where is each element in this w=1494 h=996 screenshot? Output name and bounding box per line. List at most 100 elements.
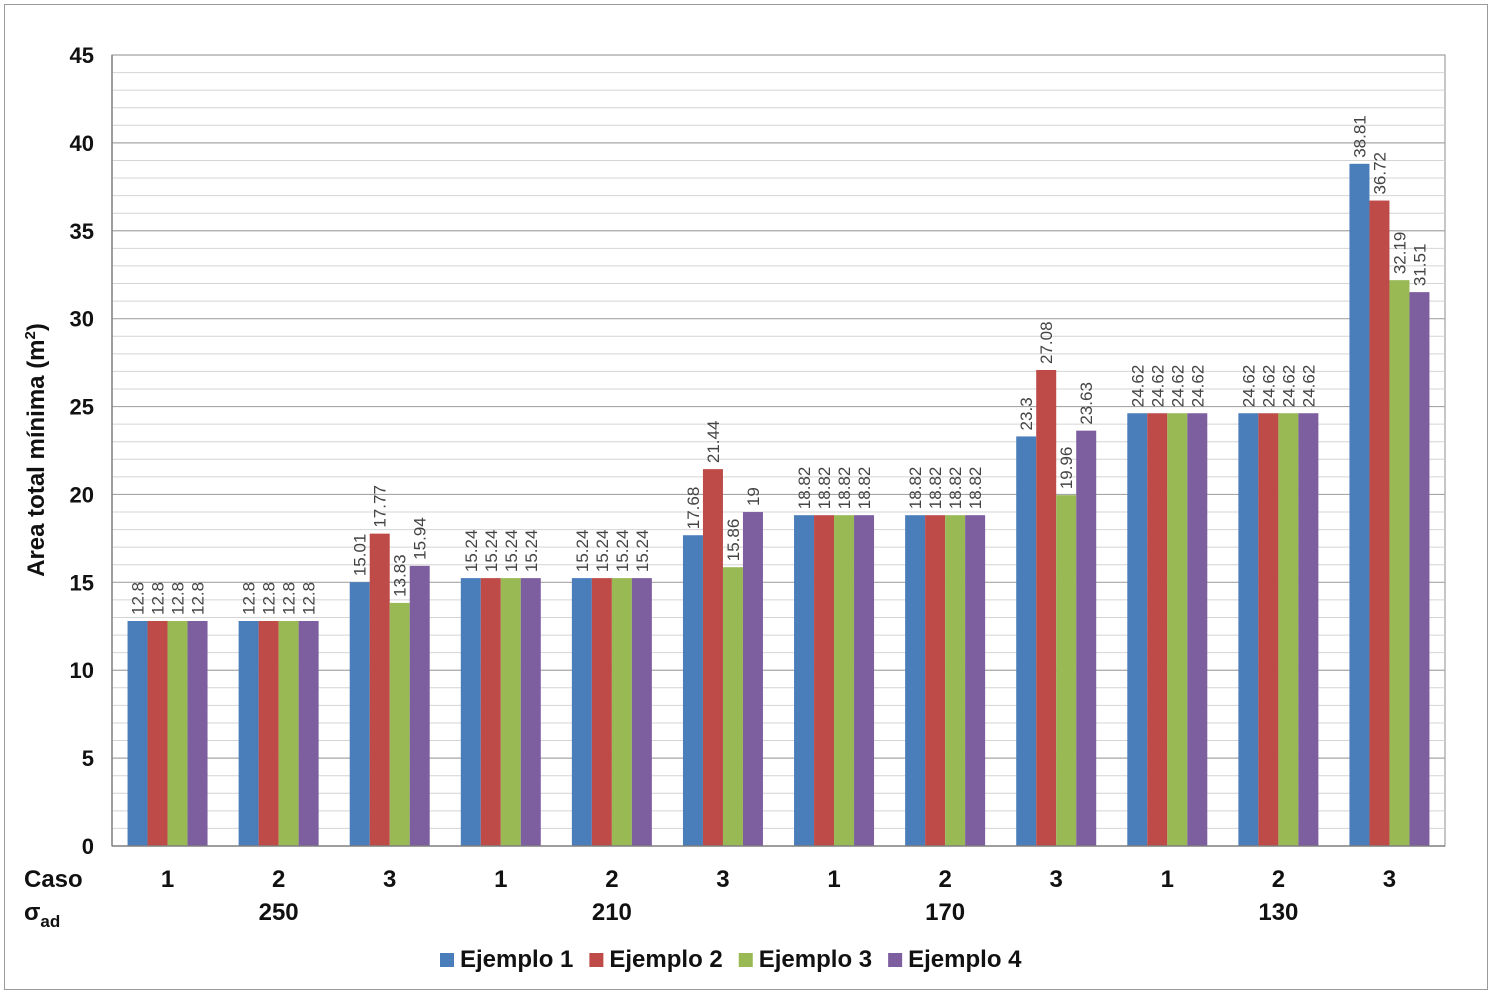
bar	[460, 578, 481, 846]
data-label: 24.62	[1279, 365, 1298, 408]
data-label: 18.82	[906, 467, 925, 510]
bar	[409, 565, 430, 846]
group-label: 130	[1258, 899, 1298, 926]
bar	[1187, 413, 1208, 846]
y-tick-label: 45	[70, 43, 94, 68]
y-tick-label: 35	[70, 219, 94, 244]
legend-swatch	[440, 953, 454, 967]
bar	[722, 567, 743, 846]
data-label: 15.24	[613, 530, 632, 573]
gridlines	[111, 54, 1446, 847]
data-label: 15.86	[724, 519, 743, 562]
bar	[258, 621, 279, 846]
data-label: 15.24	[462, 530, 481, 573]
bar	[147, 621, 168, 846]
data-label: 15.94	[411, 517, 430, 560]
x-tick-label: 1	[494, 866, 507, 893]
data-label: 12.8	[280, 582, 299, 615]
legend-swatch	[589, 953, 604, 967]
bar	[834, 515, 855, 846]
bar	[1147, 413, 1168, 846]
bar	[925, 515, 946, 846]
data-label: 12.8	[169, 582, 188, 615]
bar	[1056, 495, 1077, 846]
bar	[500, 578, 521, 846]
data-label: 24.62	[1188, 365, 1207, 408]
x-tick-label: 2	[272, 866, 285, 893]
legend-label: Ejemplo 4	[908, 946, 1022, 973]
x-tick-label: 3	[383, 866, 396, 893]
x-tick-label: 3	[716, 866, 729, 893]
bar	[814, 515, 835, 846]
x-tick-label: 2	[1272, 866, 1285, 893]
x-tick-labels: 1 2 3 1 2 3 1 2 3 1 2 3 250 210 170 130	[161, 866, 1396, 926]
legend: Ejemplo 1 Ejemplo 2 Ejemplo 3 Ejemplo 4	[440, 946, 1022, 973]
data-label: 15.24	[633, 530, 652, 573]
y-tick-label: 10	[70, 658, 94, 683]
data-label: 18.82	[835, 467, 854, 510]
bar	[369, 533, 390, 846]
data-label: 19.96	[1057, 447, 1076, 490]
data-label: 24.62	[1259, 365, 1278, 408]
plot-area	[111, 54, 1446, 847]
x-tick-label: 3	[1383, 866, 1396, 893]
bar	[945, 515, 966, 846]
bar	[1409, 292, 1430, 846]
data-label: 12.8	[240, 582, 259, 615]
y-axis-label: Area total mínima (m2)	[22, 323, 50, 577]
x-tick-label: 1	[827, 866, 840, 893]
bar	[631, 578, 652, 846]
data-label: 23.3	[1017, 397, 1036, 430]
bar	[1036, 369, 1057, 846]
bar	[794, 515, 815, 846]
data-label: 18.82	[946, 467, 965, 510]
data-label: 18.82	[795, 467, 814, 510]
y-tick-label: 25	[70, 395, 94, 420]
legend-label: Ejemplo 2	[609, 946, 722, 973]
data-label: 27.08	[1037, 321, 1056, 364]
bar	[1258, 413, 1279, 846]
legend-label: Ejemplo 3	[759, 946, 872, 973]
bar	[1278, 413, 1299, 846]
data-label: 17.68	[684, 487, 703, 530]
bars	[127, 163, 1430, 846]
caso-row-label: Caso	[24, 866, 83, 893]
bar	[965, 515, 986, 846]
bar	[591, 578, 612, 846]
x-tick-label: 2	[938, 866, 951, 893]
data-label: 18.82	[926, 467, 945, 510]
data-label: 18.82	[966, 467, 985, 510]
bar	[389, 602, 410, 846]
data-label: 17.77	[371, 485, 390, 528]
data-label: 24.62	[1148, 365, 1167, 408]
bar	[298, 621, 319, 846]
data-label: 32.19	[1390, 232, 1409, 275]
bar	[905, 515, 926, 846]
bar	[854, 515, 875, 846]
sigma-row-label: σad	[24, 899, 60, 931]
bar	[127, 621, 148, 846]
group-label: 250	[259, 899, 299, 926]
data-label: 15.24	[522, 530, 541, 573]
data-label: 15.24	[573, 530, 592, 573]
group-label: 210	[592, 899, 632, 926]
legend-swatch	[888, 953, 903, 967]
data-label: 15.24	[593, 530, 612, 573]
bar	[611, 578, 632, 846]
bar	[1389, 280, 1410, 846]
bar	[1076, 430, 1097, 846]
bar	[1167, 413, 1188, 846]
data-label: 12.8	[300, 582, 319, 615]
chart-frame	[4, 4, 1488, 990]
bar	[187, 621, 208, 846]
axes	[111, 55, 1445, 847]
data-label: 36.72	[1370, 152, 1389, 195]
data-label: 15.01	[351, 534, 370, 577]
y-tick-label: 15	[70, 570, 94, 595]
data-label: 31.51	[1410, 244, 1429, 287]
bar	[1369, 200, 1390, 846]
data-label: 18.82	[815, 467, 834, 510]
data-label: 19	[744, 487, 763, 506]
